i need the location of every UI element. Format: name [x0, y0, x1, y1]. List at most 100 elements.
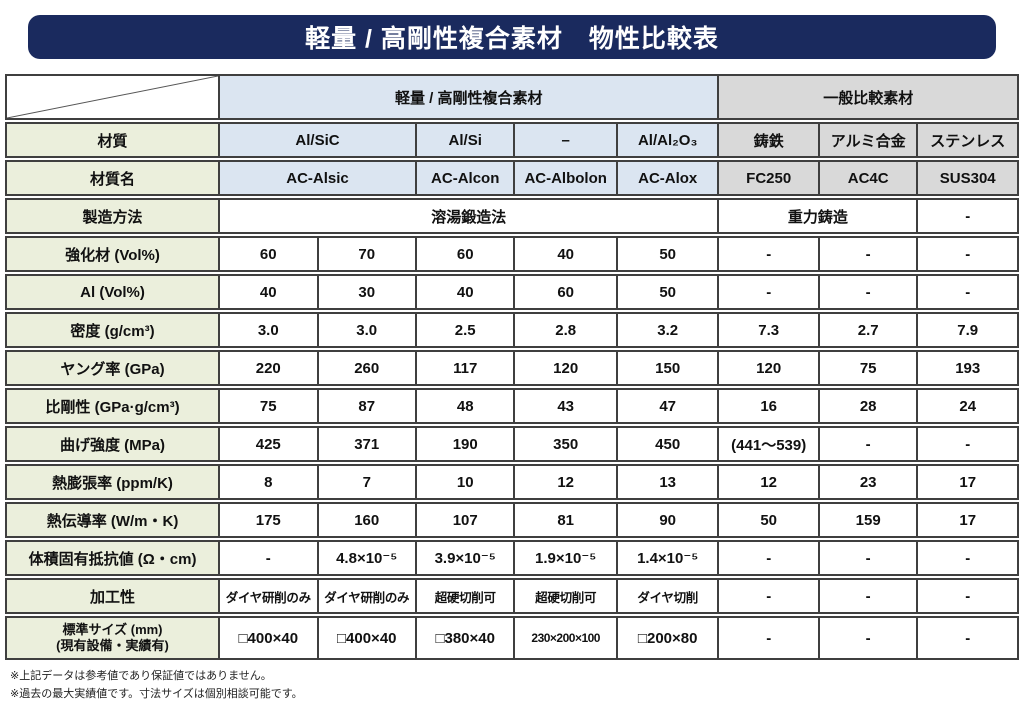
cell-res-7: -	[817, 540, 917, 576]
cell-density-5: 3.2	[615, 312, 718, 348]
cell-rigidity-3: 48	[414, 388, 514, 424]
cell-al-5: 50	[615, 274, 718, 310]
diagonal-line	[7, 76, 219, 118]
row-al-vol: Al (Vol%) 40 30 40 60 50 - - -	[5, 274, 1019, 310]
cell-reinf-4: 40	[513, 236, 616, 272]
cell-name-acalbolon: AC-Albolon	[513, 160, 616, 196]
row-label-al-vol: Al (Vol%)	[5, 274, 219, 310]
cell-size-6: -	[717, 616, 818, 660]
cell-cond-8: 17	[916, 502, 1019, 538]
row-thermal-conductivity: 熱伝導率 (W/m・K) 175 160 107 81 90 50 159 17	[5, 502, 1019, 538]
page-title: 軽量 / 高剛性複合素材 物性比較表	[305, 25, 719, 53]
row-label-reinforcement: 強化材 (Vol%)	[5, 236, 219, 272]
group-header-general: 一般比較素材	[717, 74, 1019, 120]
cell-bend-8: -	[916, 426, 1019, 462]
cell-cond-7: 159	[817, 502, 917, 538]
row-label-machinability: 加工性	[5, 578, 219, 614]
cell-al-6: -	[717, 274, 818, 310]
group-header-composite: 軽量 / 高剛性複合素材	[218, 74, 718, 120]
cell-exp-7: 23	[817, 464, 917, 500]
row-label-density: 密度 (g/cm³)	[5, 312, 219, 348]
cell-rigidity-8: 24	[916, 388, 1019, 424]
cell-mfg-none: -	[916, 198, 1019, 234]
cell-rigidity-7: 28	[817, 388, 917, 424]
corner-diagonal-cell	[5, 74, 219, 120]
cell-res-4: 1.9×10⁻⁵	[513, 540, 616, 576]
cell-reinf-7: -	[817, 236, 917, 272]
cell-bend-5: 450	[615, 426, 718, 462]
cell-name-fc250: FC250	[717, 160, 818, 196]
title-banner: 軽量 / 高剛性複合素材 物性比較表	[28, 15, 996, 59]
row-youngs-modulus: ヤング率 (GPa) 220 260 117 120 150 120 75 19…	[5, 350, 1019, 386]
cell-material-alualloy: アルミ合金	[817, 122, 917, 158]
footnote-line-2: ※過去の最大実績値です。寸法サイズは個別相談可能です。	[10, 687, 303, 700]
cell-rigidity-4: 43	[513, 388, 616, 424]
cell-res-1: -	[218, 540, 317, 576]
cell-rigidity-5: 47	[615, 388, 718, 424]
cell-youngs-7: 75	[817, 350, 917, 386]
cell-youngs-3: 117	[414, 350, 514, 386]
cell-youngs-8: 193	[916, 350, 1019, 386]
cell-reinf-5: 50	[615, 236, 718, 272]
cell-al-1: 40	[218, 274, 317, 310]
row-bending-strength: 曲げ強度 (MPa) 425 371 190 350 450 (441〜539)…	[5, 426, 1019, 462]
footnote-line-1: ※上記データは参考値であり保証値ではありません。	[10, 670, 272, 682]
cell-reinf-2: 70	[316, 236, 415, 272]
footnotes: ※上記データは参考値であり保証値ではありません。 ※過去の最大実績値です。寸法サ…	[10, 668, 1024, 703]
cell-mach-7: -	[817, 578, 917, 614]
row-label-specific-rigidity: 比剛性 (GPa·g/cm³)	[5, 388, 219, 424]
cell-exp-1: 8	[218, 464, 317, 500]
row-thermal-expansion: 熱膨張率 (ppm/K) 8 7 10 12 13 12 23 17	[5, 464, 1019, 500]
row-reinforcement: 強化材 (Vol%) 60 70 60 40 50 - - -	[5, 236, 1019, 272]
row-specific-rigidity: 比剛性 (GPa·g/cm³) 75 87 48 43 47 16 28 24	[5, 388, 1019, 424]
cell-res-6: -	[717, 540, 818, 576]
row-label-material: 材質	[5, 122, 219, 158]
cell-res-3: 3.9×10⁻⁵	[414, 540, 514, 576]
row-label-youngs: ヤング率 (GPa)	[5, 350, 219, 386]
cell-youngs-6: 120	[717, 350, 818, 386]
cell-mach-1: ダイヤ研削のみ	[218, 578, 317, 614]
cell-bend-3: 190	[414, 426, 514, 462]
cell-bend-4: 350	[513, 426, 616, 462]
property-comparison-table: 軽量 / 高剛性複合素材 一般比較素材 材質 Al/SiC Al/Si – Al…	[5, 72, 1019, 662]
cell-size-2: □400×40	[316, 616, 415, 660]
row-label-expansion: 熱膨張率 (ppm/K)	[5, 464, 219, 500]
cell-name-acalsic: AC-Alsic	[218, 160, 415, 196]
cell-cond-2: 160	[316, 502, 415, 538]
cell-cond-1: 175	[218, 502, 317, 538]
cell-mach-6: -	[717, 578, 818, 614]
cell-al-8: -	[916, 274, 1019, 310]
cell-reinf-3: 60	[414, 236, 514, 272]
cell-res-2: 4.8×10⁻⁵	[316, 540, 415, 576]
cell-density-7: 2.7	[817, 312, 917, 348]
cell-al-3: 40	[414, 274, 514, 310]
cell-size-8: -	[916, 616, 1019, 660]
cell-mach-3: 超硬切削可	[414, 578, 514, 614]
cell-youngs-1: 220	[218, 350, 317, 386]
cell-material-alox: Al/Al₂O₃	[615, 122, 718, 158]
cell-material-dash: –	[513, 122, 616, 158]
cell-exp-3: 10	[414, 464, 514, 500]
cell-material-stainless: ステンレス	[916, 122, 1019, 158]
cell-exp-4: 12	[513, 464, 616, 500]
cell-density-3: 2.5	[414, 312, 514, 348]
standard-size-label-line1: 標準サイズ (mm)	[62, 621, 163, 637]
cell-reinf-6: -	[717, 236, 818, 272]
cell-al-7: -	[817, 274, 917, 310]
row-label-resistivity: 体積固有抵抗値 (Ω・cm)	[5, 540, 219, 576]
cell-mach-4: 超硬切削可	[513, 578, 616, 614]
cell-youngs-4: 120	[513, 350, 616, 386]
cell-al-2: 30	[316, 274, 415, 310]
row-density: 密度 (g/cm³) 3.0 3.0 2.5 2.8 3.2 7.3 2.7 7…	[5, 312, 1019, 348]
cell-rigidity-1: 75	[218, 388, 317, 424]
cell-res-8: -	[916, 540, 1019, 576]
cell-cond-5: 90	[615, 502, 718, 538]
cell-name-acalcon: AC-Alcon	[414, 160, 514, 196]
row-material-name: 材質名 AC-Alsic AC-Alcon AC-Albolon AC-Alox…	[5, 160, 1019, 196]
cell-size-1: □400×40	[218, 616, 317, 660]
cell-mach-2: ダイヤ研削のみ	[316, 578, 415, 614]
cell-density-2: 3.0	[316, 312, 415, 348]
cell-cond-3: 107	[414, 502, 514, 538]
cell-reinf-8: -	[916, 236, 1019, 272]
cell-bend-1: 425	[218, 426, 317, 462]
